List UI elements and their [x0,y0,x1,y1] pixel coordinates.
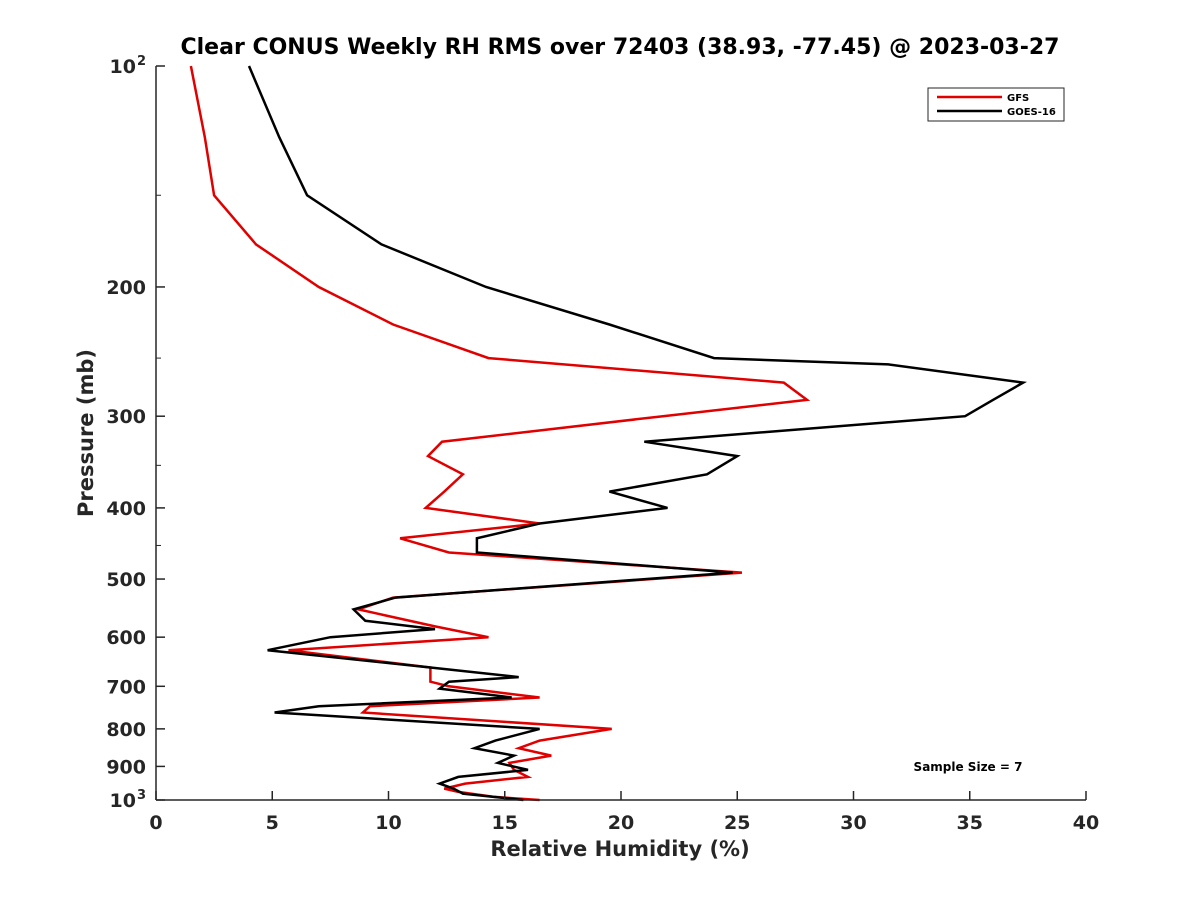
y-tick-label: 900 [106,756,146,778]
legend-box [927,87,1065,122]
legend-label: GOES-16 [1007,107,1056,118]
y-tick-label: 700 [106,676,146,698]
x-ticks: 0 5 10 15 20 25 30 35 40 [149,791,1099,834]
y-tick-label: 200 [106,277,146,299]
x-tick-label: 10 [375,812,401,834]
y-tick-label: 10 [110,56,136,78]
y-tick-exponent: 2 [137,54,146,69]
y-tick-label: 10 [110,790,136,812]
x-tick-label: 15 [492,812,518,834]
series-line-goes-16 [247,65,1028,802]
x-tick-label: 0 [149,812,162,834]
axes-layer [155,66,1086,801]
x-tick-label: 40 [1073,812,1099,834]
x-tick-label: 5 [266,812,279,834]
x-tick-label: 35 [957,812,983,834]
x-tick-label: 30 [840,812,866,834]
y-tick-label: 400 [106,498,146,520]
y-tick-label: 300 [106,406,146,428]
x-axis-label: Relative Humidity (%) [490,837,749,861]
y-axis-label: Pressure (mb) [74,349,98,517]
y-tick-exponent: 3 [137,788,146,803]
y-tick-label: 500 [106,569,146,591]
series-line-gfs [189,65,811,802]
x-tick-label: 25 [724,812,750,834]
legend: GFS GOES-16 [927,87,1065,122]
sample-size-annotation: Sample Size = 7 [914,760,1023,774]
y-tick-label: 600 [106,627,146,649]
series-layer [189,65,1028,802]
x-tick-label: 20 [608,812,634,834]
chart-title: Clear CONUS Weekly RH RMS over 72403 (38… [181,35,1060,60]
y-tick-label: 800 [106,719,146,741]
legend-label: GFS [1007,93,1029,104]
